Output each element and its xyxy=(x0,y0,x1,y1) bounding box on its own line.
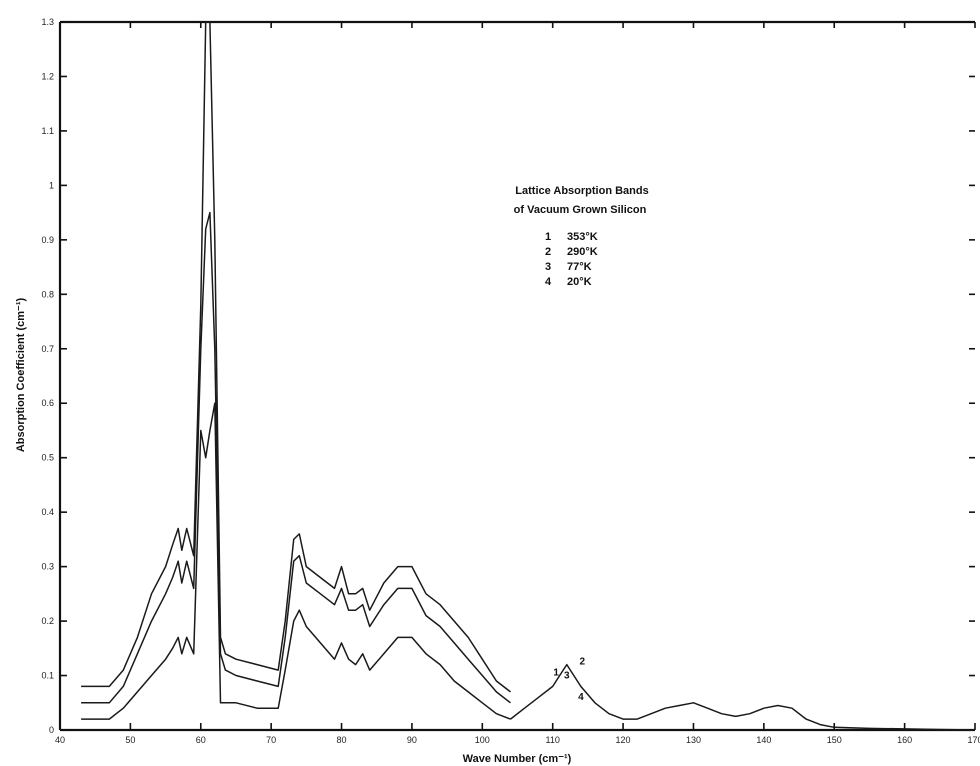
legend-id-1: 1 xyxy=(545,231,551,243)
series-line-3 xyxy=(81,402,511,720)
x-tick-label: 130 xyxy=(686,735,701,745)
chart-legend: Lattice Absorption Bands of Vacuum Grown … xyxy=(514,185,649,288)
x-tick-label: 100 xyxy=(475,735,490,745)
x-tick-label: 140 xyxy=(756,735,771,745)
x-tick-label: 60 xyxy=(196,735,206,745)
legend-label-3: 77°K xyxy=(567,261,592,273)
y-tick-label: 0.9 xyxy=(41,235,54,245)
legend-id-4: 4 xyxy=(545,276,552,288)
series-line-2 xyxy=(81,211,511,704)
y-tick-label: 0.6 xyxy=(41,398,54,408)
x-axis-label: Wave Number (cm⁻¹) xyxy=(463,753,572,765)
curve-annotation: 1 xyxy=(553,668,559,679)
y-tick-label: 0.7 xyxy=(41,344,54,354)
axis-labels: Wave Number (cm⁻¹) Absorption Coefficient… xyxy=(15,298,572,765)
y-tick-label: 0.8 xyxy=(41,289,54,299)
y-tick-label: 0.5 xyxy=(41,453,54,463)
x-tick-label: 90 xyxy=(407,735,417,745)
chart-subtitle: of Vacuum Grown Silicon xyxy=(514,204,647,216)
x-tick-label: 150 xyxy=(827,735,842,745)
legend-label-1: 353°K xyxy=(567,231,598,243)
legend-label-2: 290°K xyxy=(567,246,598,258)
x-tick-label: 50 xyxy=(125,735,135,745)
chart-title: Lattice Absorption Bands xyxy=(515,185,648,197)
y-tick-label: 0.1 xyxy=(41,671,54,681)
legend-id-2: 2 xyxy=(545,246,551,258)
y-tick-label: 1.2 xyxy=(41,71,54,81)
x-tick-label: 120 xyxy=(616,735,631,745)
x-tick-label: 160 xyxy=(897,735,912,745)
curve-annotation: 2 xyxy=(579,657,585,668)
curve-annotation: 4 xyxy=(578,692,584,703)
legend-id-3: 3 xyxy=(545,261,551,273)
y-tick-label: 0.3 xyxy=(41,562,54,572)
y-axis-label: Absorption Coefficient (cm⁻¹) xyxy=(15,298,27,453)
x-tick-label: 170 xyxy=(967,735,980,745)
series-line-4 xyxy=(510,663,976,731)
y-tick-label: 0 xyxy=(49,725,54,735)
y-tick-label: 0.4 xyxy=(41,507,54,517)
chart-axes: 40 50 60 70 80 90 100 110 120 130 140 150 160 170 0 0.1… xyxy=(41,17,980,745)
curve-annotation: 3 xyxy=(564,670,570,681)
x-tick-label: 40 xyxy=(55,735,65,745)
legend-label-4: 20°K xyxy=(567,276,592,288)
y-tick-label: 0.2 xyxy=(41,616,54,626)
x-tick-label: 80 xyxy=(337,735,347,745)
x-tick-label: 110 xyxy=(546,735,560,745)
y-tick-label: 1.1 xyxy=(41,126,54,136)
y-tick-label: 1 xyxy=(49,180,54,190)
series-line-1 xyxy=(81,21,511,693)
x-tick-label: 70 xyxy=(266,735,276,745)
y-tick-label: 1.3 xyxy=(41,17,54,27)
